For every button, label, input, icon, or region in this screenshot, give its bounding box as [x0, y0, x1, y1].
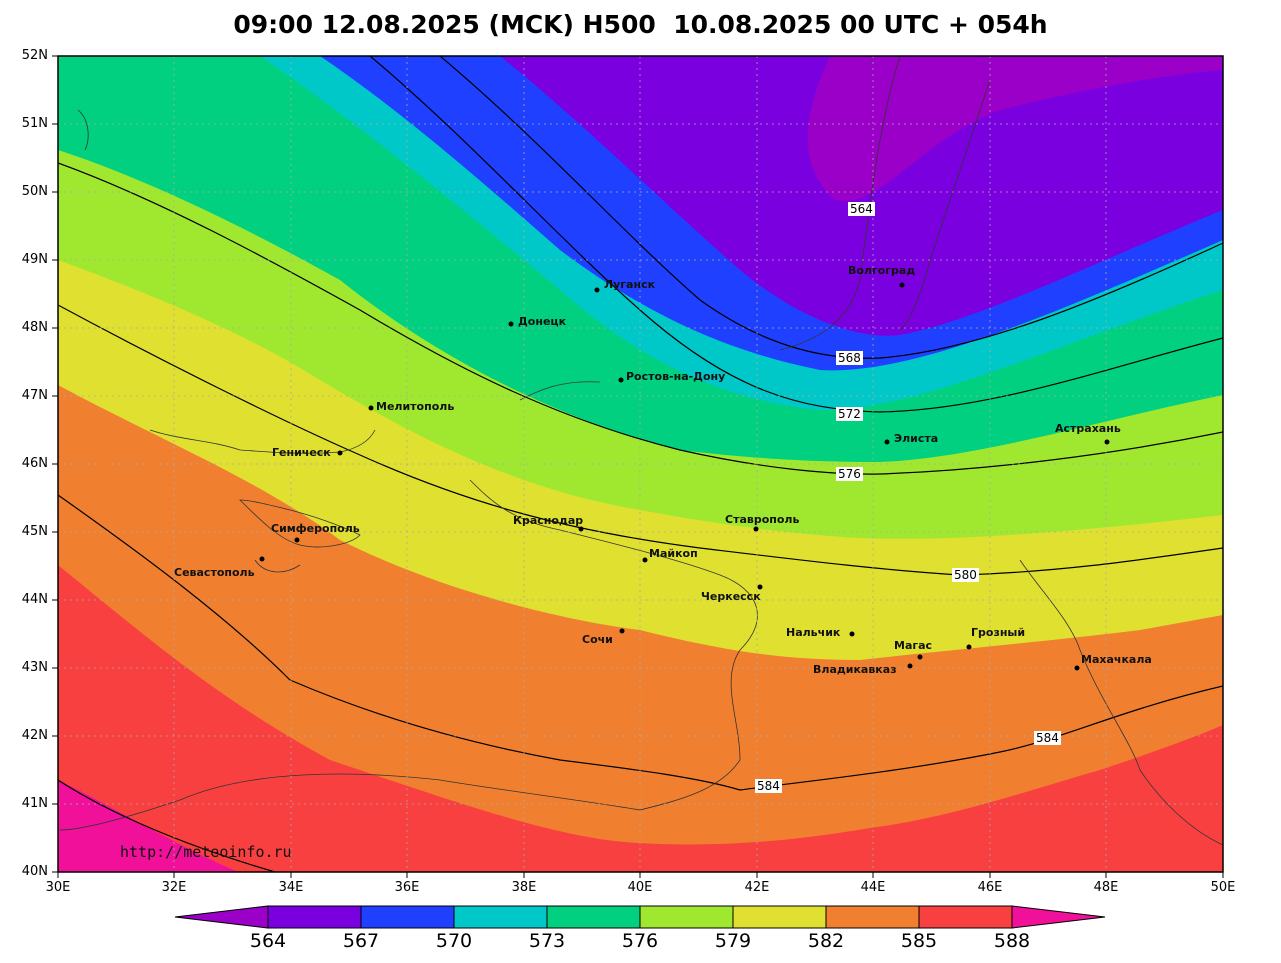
colorbar-label: 564 — [249, 930, 287, 952]
city-label: Краснодар — [513, 514, 584, 527]
colorbar-label: 576 — [621, 930, 659, 952]
contour-label: 572 — [836, 407, 863, 421]
contour-label: 568 — [836, 351, 863, 365]
city-label: Мелитополь — [376, 400, 455, 413]
lat-label: 41N — [21, 796, 48, 811]
city-label: Элиста — [894, 432, 939, 445]
city-label: Махачкала — [1081, 653, 1152, 666]
lat-label: 51N — [21, 116, 48, 131]
city-label: Ростов-на-Дону — [626, 370, 726, 383]
lon-label: 30E — [45, 880, 71, 895]
city-label: Луганск — [604, 278, 656, 291]
lat-label: 45N — [21, 524, 48, 539]
lon-label: 32E — [161, 880, 187, 895]
lat-label: 43N — [21, 660, 48, 675]
lon-label: 36E — [394, 880, 420, 895]
colorbar-label: 588 — [993, 930, 1031, 952]
city-label: Астрахань — [1055, 422, 1121, 435]
band-below-564 — [807, 56, 1223, 201]
city-label: Геническ — [272, 446, 331, 459]
city-label: Майкоп — [649, 547, 698, 560]
city-label: Ставрополь — [725, 513, 800, 526]
city-label: Нальчик — [786, 626, 841, 639]
colorbar — [174, 905, 1106, 929]
lat-label: 44N — [21, 592, 48, 607]
colorbar-label: 570 — [435, 930, 473, 952]
lat-label: 42N — [21, 728, 48, 743]
city-label: Донецк — [518, 315, 567, 328]
colorbar-label: 582 — [807, 930, 845, 952]
lat-label: 52N — [21, 48, 48, 63]
city-label: Симферополь — [271, 522, 360, 535]
city-label: Грозный — [971, 626, 1026, 639]
ticks — [52, 55, 1224, 878]
city-label: Владикавказ — [813, 663, 897, 676]
lon-label: 50E — [1210, 880, 1236, 895]
lat-label: 40N — [21, 864, 48, 879]
city-label: Волгоград — [848, 264, 916, 277]
lon-label: 34E — [278, 880, 304, 895]
city-label: Черкесск — [701, 590, 761, 603]
city-label: Сочи — [582, 633, 613, 646]
contour-label: 584 — [1034, 731, 1061, 745]
city-label: Севастополь — [174, 566, 255, 579]
lon-label: 40E — [627, 880, 653, 895]
colorbar-label: 585 — [900, 930, 938, 952]
colorbar-label: 573 — [528, 930, 566, 952]
city-label: Магас — [894, 639, 933, 652]
contour-label: 564 — [848, 202, 875, 216]
lon-label: 42E — [744, 880, 770, 895]
coastlines — [59, 56, 1223, 846]
lon-label: 38E — [511, 880, 537, 895]
lat-label: 50N — [21, 184, 48, 199]
lat-label: 46N — [21, 456, 48, 471]
contour-label: 584 — [755, 779, 782, 793]
lat-label: 49N — [21, 252, 48, 267]
graticule — [58, 56, 1223, 872]
lat-label: 48N — [21, 320, 48, 335]
city-markers — [259, 282, 1110, 671]
lon-label: 44E — [860, 880, 886, 895]
colorbar-label: 579 — [714, 930, 752, 952]
lat-label: 47N — [21, 388, 48, 403]
source-url: http://meteoinfo.ru — [120, 843, 292, 861]
lon-label: 46E — [977, 880, 1003, 895]
map-title: 09:00 12.08.2025 (MCK) H500 10.08.2025 0… — [233, 10, 1048, 39]
contour-label: 576 — [836, 467, 863, 481]
contour-label: 580 — [952, 568, 979, 582]
height-field — [58, 56, 1223, 872]
lon-label: 48E — [1093, 880, 1119, 895]
colorbar-label: 567 — [342, 930, 380, 952]
